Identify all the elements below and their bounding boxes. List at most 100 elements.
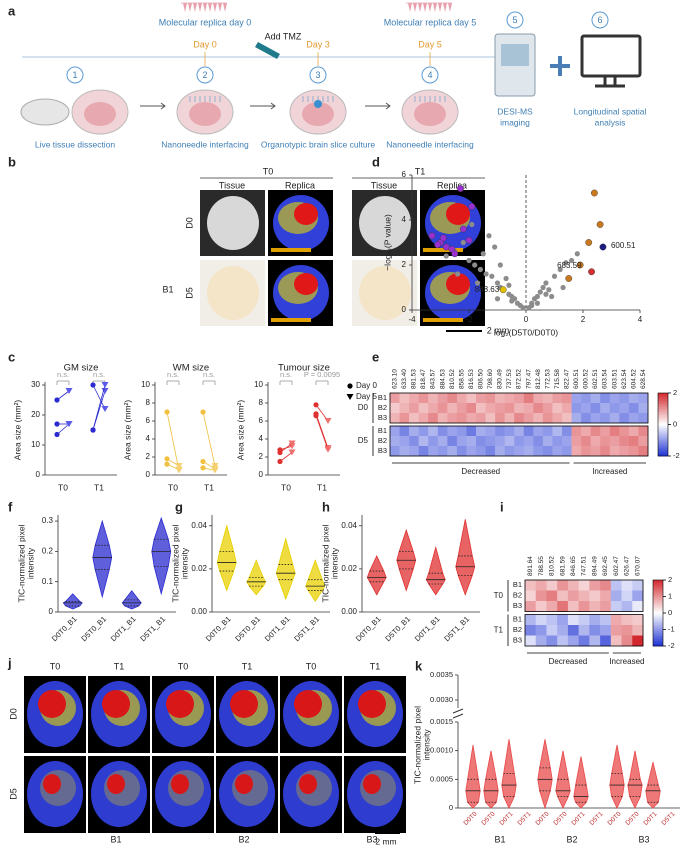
cell [447, 413, 458, 424]
cell [418, 393, 429, 404]
y-tick-label: 0.02 [191, 564, 207, 573]
point-day0 [200, 465, 206, 471]
cell [571, 436, 582, 447]
cell [546, 625, 558, 636]
cell [390, 393, 400, 404]
legend-marker [346, 394, 354, 400]
point [534, 293, 541, 300]
cell [485, 436, 496, 447]
colorbar-step [653, 634, 663, 637]
cell [525, 625, 537, 636]
cell [476, 446, 486, 457]
replica-tumour [166, 690, 194, 718]
colorbar-step [658, 440, 668, 443]
annotation: n.s. [57, 370, 69, 379]
cell [557, 614, 569, 626]
colorbar-step [658, 424, 668, 427]
needle-icon [183, 3, 187, 12]
day-label: Day 3 [306, 39, 330, 49]
replica-tumour [102, 690, 130, 718]
point [503, 275, 509, 282]
cell [619, 446, 630, 457]
colorbar-label: 2 [668, 575, 672, 584]
cell [578, 580, 590, 591]
cell [418, 413, 429, 424]
connector [166, 411, 180, 471]
cell [399, 426, 410, 437]
cell [589, 601, 601, 612]
cell [600, 625, 612, 636]
cell [610, 635, 622, 647]
arrow [250, 102, 276, 110]
colorbar-label: 0 [668, 608, 672, 617]
colorbar-step [658, 427, 668, 430]
step-number: 5 [512, 15, 517, 25]
row-label: D5 [8, 788, 18, 800]
cell [571, 413, 582, 424]
annotation: n.s. [203, 370, 215, 379]
cell [525, 601, 537, 612]
cell [485, 426, 496, 437]
y-tick-label: 4 [259, 434, 264, 443]
point [509, 298, 515, 304]
row-label: D0 [8, 708, 18, 720]
colorbar-step [653, 604, 663, 607]
group-frame [389, 392, 649, 424]
colorbar-step [653, 598, 663, 601]
needle-icon [208, 3, 212, 12]
cell [523, 446, 534, 457]
colorbar-step [658, 435, 668, 438]
colorbar-label: 1 [668, 591, 672, 600]
cell [562, 403, 572, 414]
cell [535, 590, 547, 602]
point [497, 262, 503, 268]
point [529, 302, 535, 309]
cell [600, 601, 612, 612]
group-label: D0 [358, 403, 369, 412]
cell [535, 614, 547, 626]
column-label: 623.54 [621, 369, 628, 389]
y-tick-label: 2 [259, 452, 264, 461]
column-label: 681.59 [559, 556, 566, 576]
cell [535, 625, 547, 636]
point [468, 203, 476, 210]
colorbar-step [658, 454, 668, 457]
point [486, 233, 492, 239]
y-tick-label: 0.00 [191, 607, 207, 616]
y-tick-label: 0 [146, 470, 151, 479]
cell [390, 436, 400, 447]
point [537, 289, 543, 295]
cell [495, 426, 505, 437]
cell [638, 403, 649, 414]
y-tick-label: 0.04 [191, 521, 207, 530]
needle-icon [408, 3, 412, 12]
cell [589, 625, 601, 636]
column-label: 872.52 [516, 369, 523, 389]
cell [552, 413, 563, 424]
connector [56, 423, 70, 435]
colorbar-label: -2 [673, 451, 680, 460]
axis-break [452, 708, 464, 719]
y-tick-label: 0.0010 [430, 746, 453, 755]
step-label: Live tissue dissection [35, 139, 116, 149]
needle-icon [428, 3, 432, 12]
column-label: 747.51 [581, 556, 588, 576]
column-label: 881.53 [411, 369, 418, 389]
point-day0 [164, 409, 170, 415]
colorbar-step [653, 627, 663, 630]
colorbar-step [653, 621, 663, 624]
column-label: 602.47 [613, 556, 620, 576]
cell [495, 403, 505, 414]
cell [546, 614, 558, 626]
cell [409, 413, 419, 424]
tissue [207, 266, 259, 320]
colorbar-step [653, 588, 663, 591]
cell [638, 426, 649, 437]
cell [610, 590, 622, 602]
column-label: 830.49 [497, 369, 504, 389]
cell [525, 580, 537, 591]
cell [571, 393, 582, 404]
axis-label: Area size (mm²) [235, 400, 245, 461]
violin-body [465, 744, 481, 809]
replica-tumour [294, 203, 318, 225]
